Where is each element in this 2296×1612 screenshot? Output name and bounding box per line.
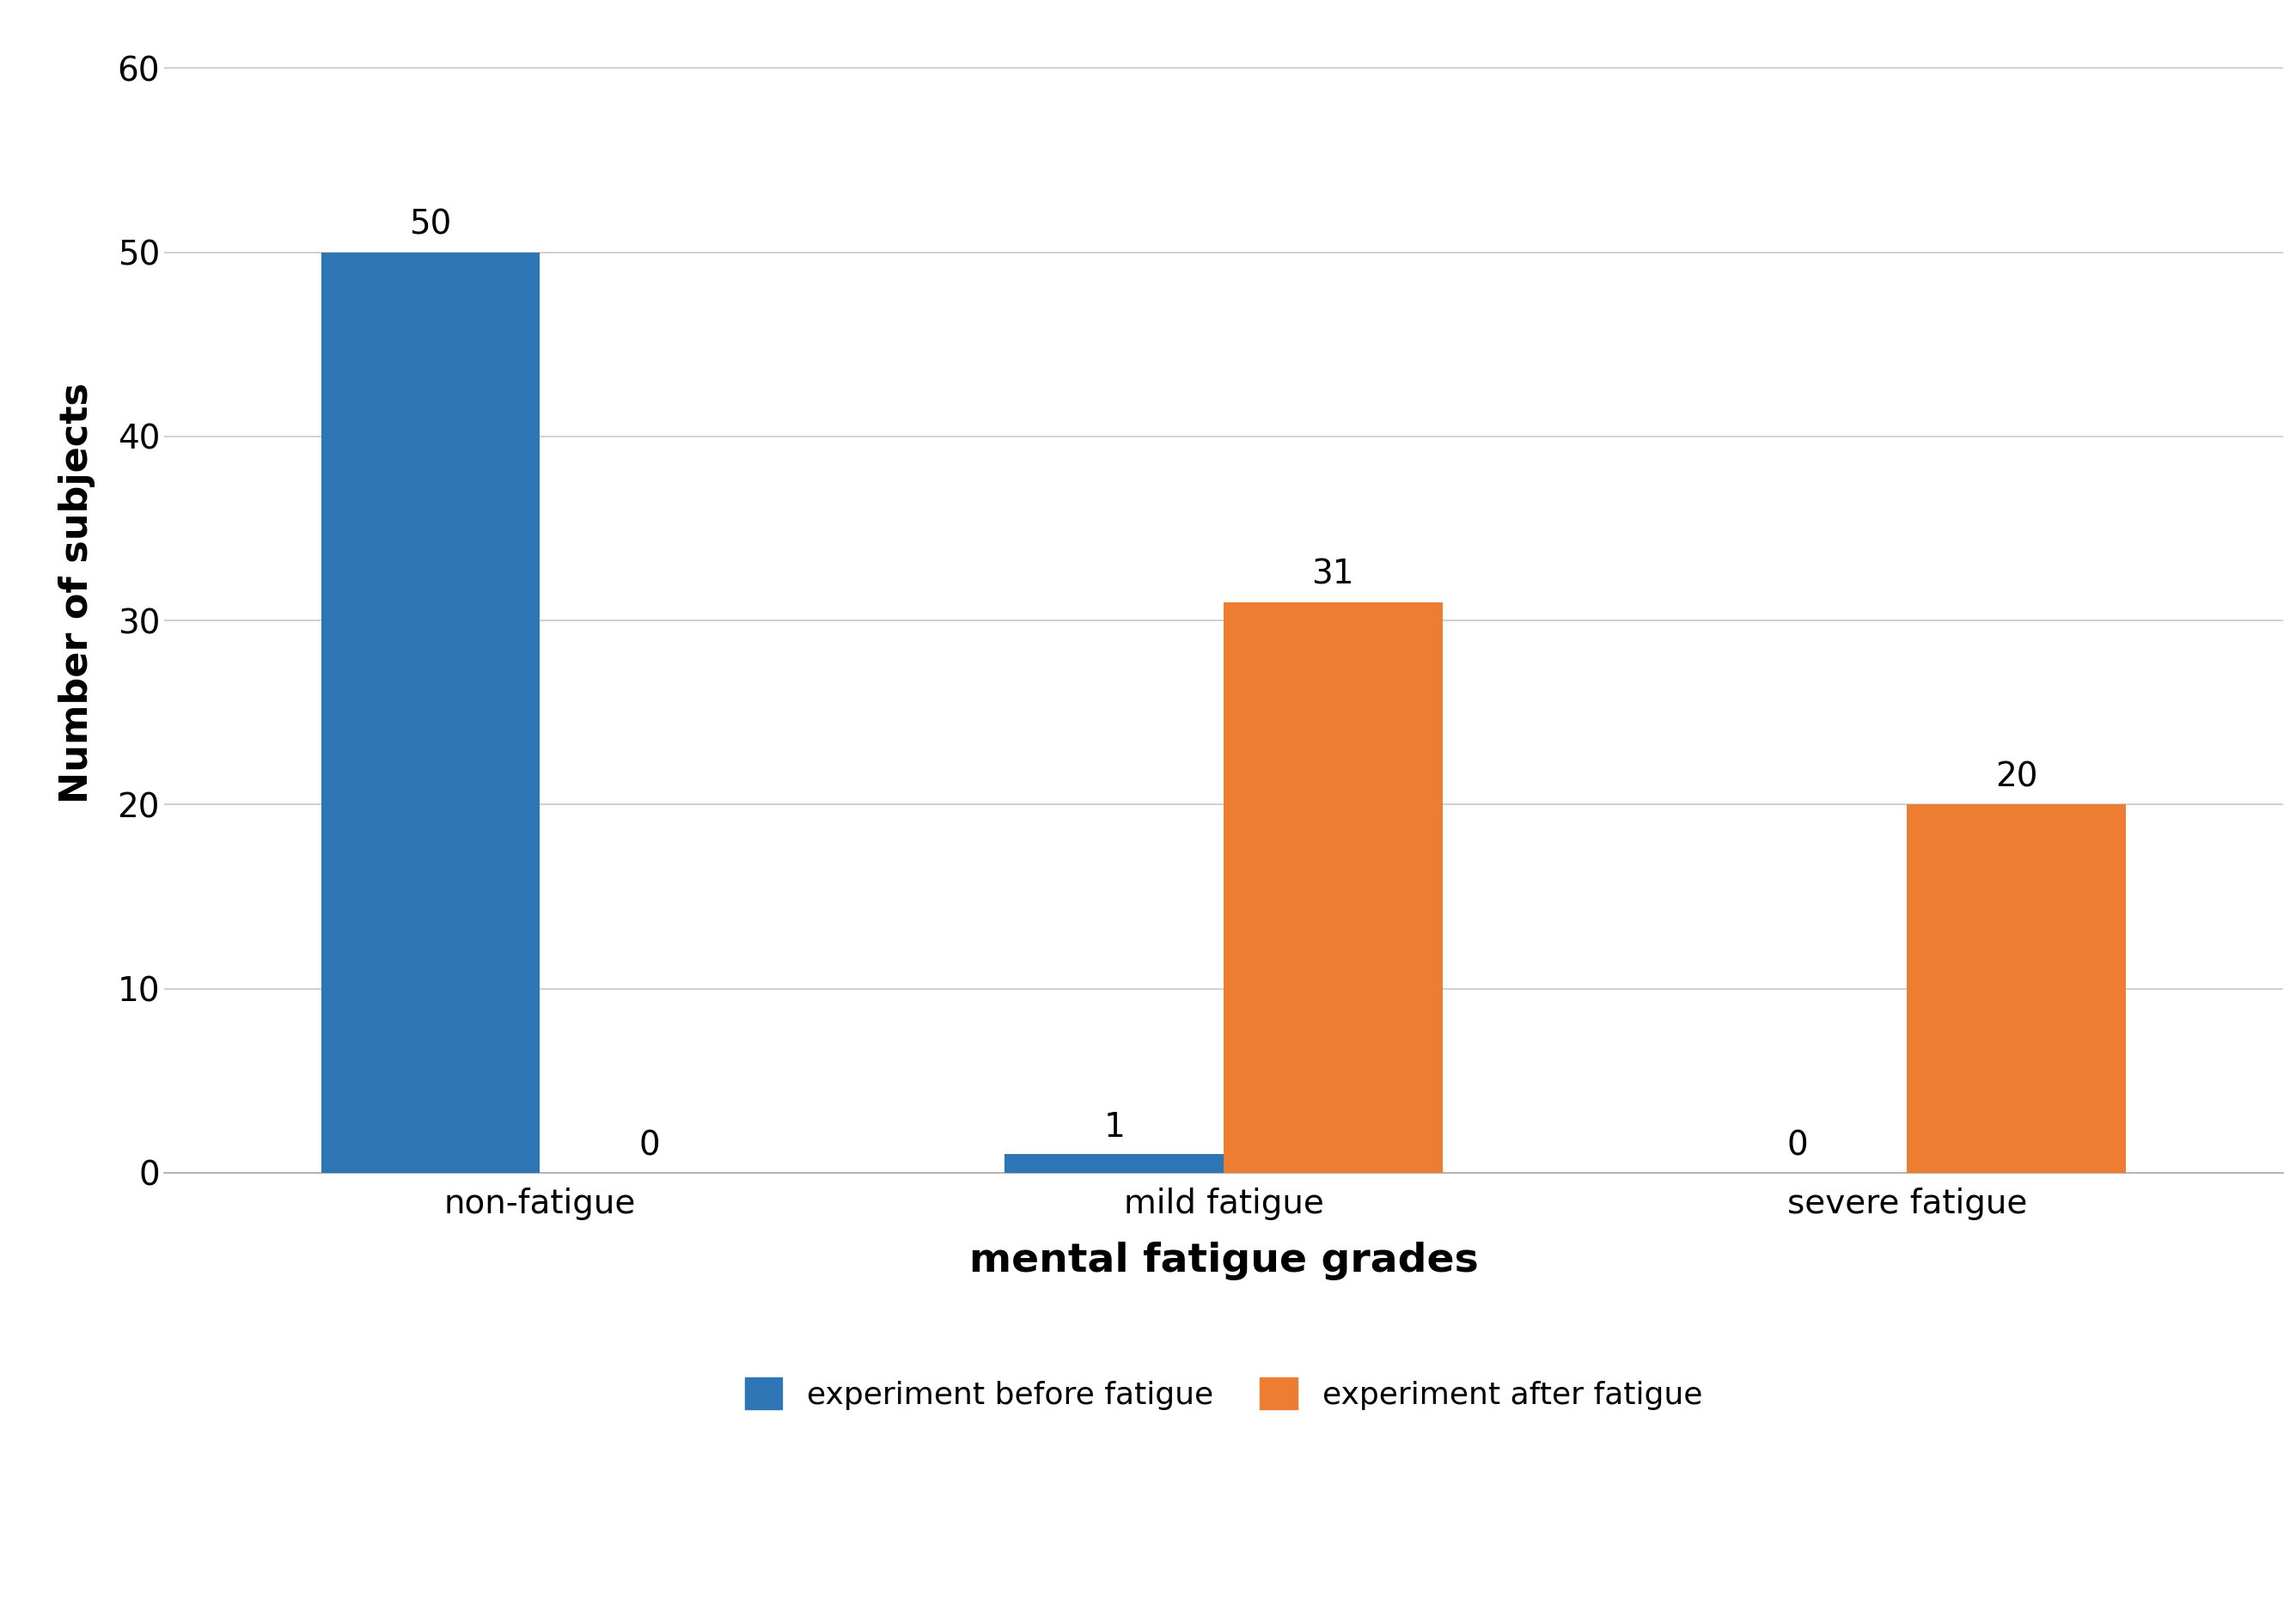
Text: 50: 50 bbox=[409, 208, 452, 242]
Legend: experiment before fatigue, experiment after fatigue: experiment before fatigue, experiment af… bbox=[730, 1362, 1717, 1425]
Bar bbox=[1224, 601, 1442, 1174]
Text: 0: 0 bbox=[638, 1128, 659, 1162]
Bar bbox=[1908, 804, 2126, 1174]
X-axis label: mental fatigue grades: mental fatigue grades bbox=[969, 1241, 1479, 1280]
Text: 0: 0 bbox=[1786, 1128, 1809, 1162]
Text: 31: 31 bbox=[1311, 558, 1355, 592]
Text: 20: 20 bbox=[1995, 761, 2039, 793]
Bar bbox=[1006, 1154, 1224, 1174]
Y-axis label: Number of subjects: Number of subjects bbox=[60, 382, 96, 803]
Bar bbox=[321, 251, 540, 1174]
Text: 1: 1 bbox=[1104, 1111, 1125, 1143]
